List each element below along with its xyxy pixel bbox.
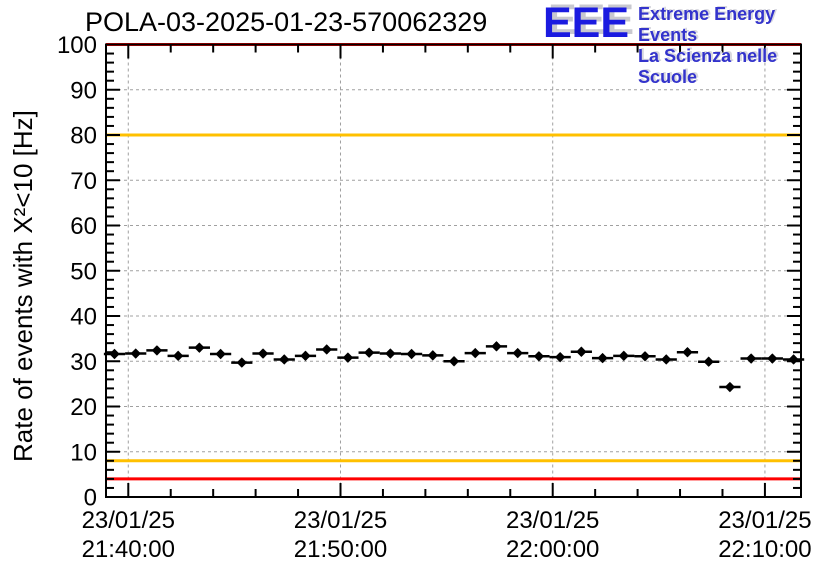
data-point: [109, 348, 120, 360]
data-point: [279, 354, 290, 365]
x-tick-label-time: 21:50:00: [294, 536, 387, 563]
data-point: [618, 350, 630, 362]
data-point: [448, 356, 460, 367]
axis-labels-layer: 010203040506070809010023/01/2521:40:0023…: [57, 32, 812, 563]
data-point: [767, 353, 778, 364]
y-tick-label: 10: [70, 439, 97, 466]
eee-logo: EEE Extreme Energy Events La Scienza nel…: [543, 2, 836, 88]
y-tick-label: 0: [84, 485, 97, 512]
data-point: [576, 346, 587, 357]
data-point: [724, 381, 736, 393]
data-series-layer: [103, 341, 805, 393]
eee-logo-tagline-line2: La Scienza nelle Scuole: [638, 46, 778, 87]
x-tick-label-date: 23/01/25: [82, 507, 175, 534]
data-point: [491, 341, 502, 352]
data-point: [533, 351, 545, 362]
x-tick-label-time: 22:00:00: [506, 536, 599, 563]
data-point: [554, 351, 566, 363]
axis-ticks-layer: [106, 43, 801, 498]
threshold-lines-layer: [106, 43, 801, 481]
data-point: [788, 354, 799, 365]
y-tick-label: 80: [70, 123, 97, 150]
eee-logo-tagline: Extreme Energy Events La Scienza nelle S…: [638, 2, 836, 88]
data-point: [703, 356, 714, 367]
data-point: [172, 350, 184, 362]
data-point: [406, 348, 417, 360]
x-tick-label-time: 21:40:00: [82, 536, 175, 563]
data-point: [363, 347, 375, 358]
data-point: [342, 352, 354, 363]
chart-title: POLA-03-2025-01-23-570062329: [85, 7, 487, 37]
data-point: [151, 345, 163, 356]
y-tick-label: 20: [70, 394, 97, 421]
y-tick-label: 100: [57, 32, 97, 59]
data-point: [385, 348, 396, 359]
data-point: [597, 352, 608, 364]
y-tick-label: 40: [70, 304, 97, 331]
data-point: [470, 347, 481, 359]
x-tick-label-date: 23/01/25: [718, 507, 811, 534]
x-tick-label-date: 23/01/25: [506, 507, 599, 534]
x-tick-label-time: 22:10:00: [718, 536, 811, 563]
y-tick-label: 60: [70, 213, 97, 240]
data-point: [130, 348, 141, 359]
y-tick-label: 50: [70, 258, 97, 285]
grid-layer: [106, 44, 801, 497]
data-point: [745, 353, 757, 364]
y-tick-label: 90: [70, 77, 97, 104]
data-point: [194, 342, 205, 353]
y-tick-label: 30: [70, 349, 97, 376]
data-point: [512, 347, 523, 359]
data-point: [215, 348, 226, 360]
x-tick-label-date: 23/01/25: [294, 507, 387, 534]
data-point: [236, 357, 248, 368]
data-point: [300, 350, 311, 362]
y-tick-label: 70: [70, 168, 97, 195]
data-point: [639, 351, 651, 362]
data-point: [321, 344, 332, 355]
data-point: [257, 348, 269, 359]
eee-logo-acronym: EEE: [543, 0, 630, 47]
y-axis-label: Rate of events with X²<10 [Hz]: [8, 110, 38, 462]
eee-logo-tagline-line1: Extreme Energy Events: [638, 4, 776, 45]
data-point: [427, 350, 439, 361]
data-point: [682, 347, 693, 358]
data-point: [661, 354, 672, 365]
